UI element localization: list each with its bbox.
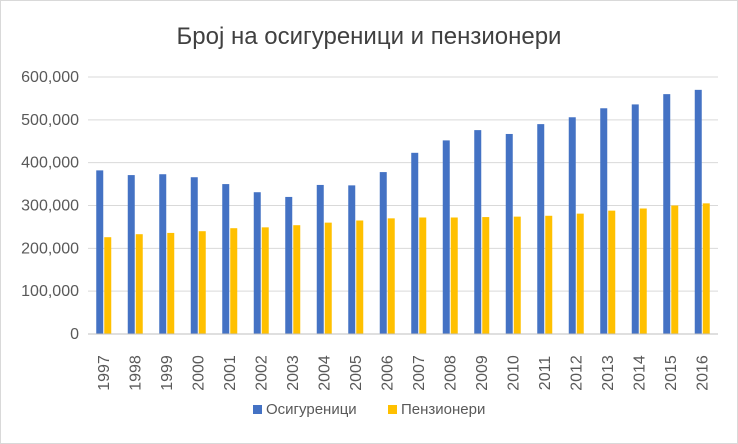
y-axis-ticks: 0 100,000 200,000 300,000 400,000 500,000 600,… xyxy=(21,69,79,343)
bar-insured-2008 xyxy=(442,140,450,334)
y-tick-label: 0 xyxy=(70,326,79,343)
bar-insured-2010 xyxy=(505,133,513,334)
y-tick-label: 600,000 xyxy=(21,69,79,86)
chart-title: Број на осигуреници и пензионери xyxy=(177,23,562,50)
gridlines xyxy=(88,76,718,292)
bar-pensioners-2009 xyxy=(482,217,490,334)
x-tick-label: 1998 xyxy=(127,355,144,391)
x-tick-label: 2000 xyxy=(190,355,207,391)
y-tick-label: 400,000 xyxy=(21,155,79,172)
bar-insured-2003 xyxy=(285,196,293,334)
x-tick-label: 2002 xyxy=(253,355,270,391)
bar-pensioners-2000 xyxy=(198,231,206,334)
x-tick-label: 2016 xyxy=(694,355,711,391)
x-tick-label: 2014 xyxy=(631,355,648,391)
bar-insured-2006 xyxy=(379,172,387,334)
x-tick-label: 2013 xyxy=(600,355,617,391)
bar-pensioners-1999 xyxy=(167,232,175,334)
x-tick-label: 2001 xyxy=(222,355,239,391)
legend-swatch xyxy=(388,405,397,414)
x-tick-label: 2009 xyxy=(474,355,491,391)
bar-insured-2016 xyxy=(694,89,702,334)
bar-pensioners-2011 xyxy=(545,215,553,334)
bar-pensioners-1997 xyxy=(104,237,112,334)
x-tick-label: 1999 xyxy=(159,355,176,391)
x-tick-label: 2015 xyxy=(663,355,680,391)
x-axis-ticks: 1997 1998 1999 2000 2001 2002 2003 2004 2005 2006… xyxy=(96,355,712,391)
bar-pensioners-2002 xyxy=(261,227,269,334)
x-tick-label: 2006 xyxy=(379,355,396,391)
bar-insured-2000 xyxy=(190,177,198,334)
legend-swatch xyxy=(253,405,262,414)
bar-insured-1997 xyxy=(96,170,104,334)
legend: Осигуреници Пензионери xyxy=(253,401,485,418)
bar-pensioners-1998 xyxy=(135,234,143,334)
bar-insured-2015 xyxy=(663,94,671,334)
bars xyxy=(96,89,710,334)
bar-pensioners-2015 xyxy=(671,205,679,334)
legend-label: Осигуреници xyxy=(266,401,357,418)
y-tick-label: 300,000 xyxy=(21,198,79,215)
bar-pensioners-2008 xyxy=(450,217,458,334)
bar-pensioners-2013 xyxy=(608,210,616,334)
bar-insured-2009 xyxy=(474,130,482,334)
bar-insured-1999 xyxy=(159,174,167,334)
x-tick-label: 2012 xyxy=(568,355,585,391)
bar-pensioners-2003 xyxy=(293,225,301,334)
y-tick-label: 100,000 xyxy=(21,283,79,300)
bar-pensioners-2005 xyxy=(356,220,364,334)
bar-pensioners-2014 xyxy=(639,208,647,334)
bar-insured-2005 xyxy=(348,185,356,334)
x-tick-label: 2011 xyxy=(537,356,554,391)
bar-insured-2013 xyxy=(600,108,608,334)
y-tick-label: 500,000 xyxy=(21,112,79,129)
x-tick-label: 2003 xyxy=(285,355,302,391)
bar-insured-2002 xyxy=(253,192,261,334)
bar-insured-2007 xyxy=(411,152,419,334)
x-tick-label: 1997 xyxy=(96,355,113,391)
bar-pensioners-2010 xyxy=(513,216,521,334)
bar-insured-2011 xyxy=(537,124,545,334)
bar-pensioners-2007 xyxy=(419,217,427,334)
x-tick-label: 2005 xyxy=(348,355,365,391)
bar-insured-2014 xyxy=(631,104,639,334)
x-tick-label: 2008 xyxy=(442,355,459,391)
x-tick-label: 2004 xyxy=(316,355,333,391)
bar-insured-2001 xyxy=(222,184,230,334)
bar-pensioners-2006 xyxy=(387,218,395,334)
x-tick-label: 2010 xyxy=(505,355,522,391)
y-tick-label: 200,000 xyxy=(21,240,79,257)
bar-insured-2004 xyxy=(316,184,324,334)
bar-insured-1998 xyxy=(127,175,135,334)
legend-label: Пензионери xyxy=(401,401,485,418)
x-tick-label: 2007 xyxy=(411,355,428,391)
bar-pensioners-2001 xyxy=(230,228,238,334)
bar-pensioners-2004 xyxy=(324,222,332,334)
bar-insured-2012 xyxy=(568,117,576,334)
bar-pensioners-2016 xyxy=(702,203,710,334)
bar-pensioners-2012 xyxy=(576,213,584,334)
